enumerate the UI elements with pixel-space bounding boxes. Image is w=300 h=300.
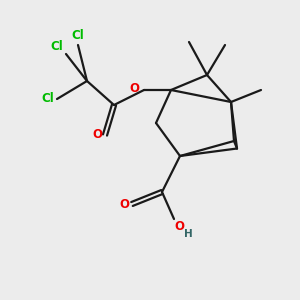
Text: Cl: Cl [72,29,84,42]
Text: O: O [92,128,102,142]
Text: O: O [130,82,140,95]
Text: H: H [184,229,192,238]
Text: Cl: Cl [41,92,54,106]
Text: O: O [175,220,184,233]
Text: O: O [119,197,129,211]
Text: Cl: Cl [50,40,63,52]
